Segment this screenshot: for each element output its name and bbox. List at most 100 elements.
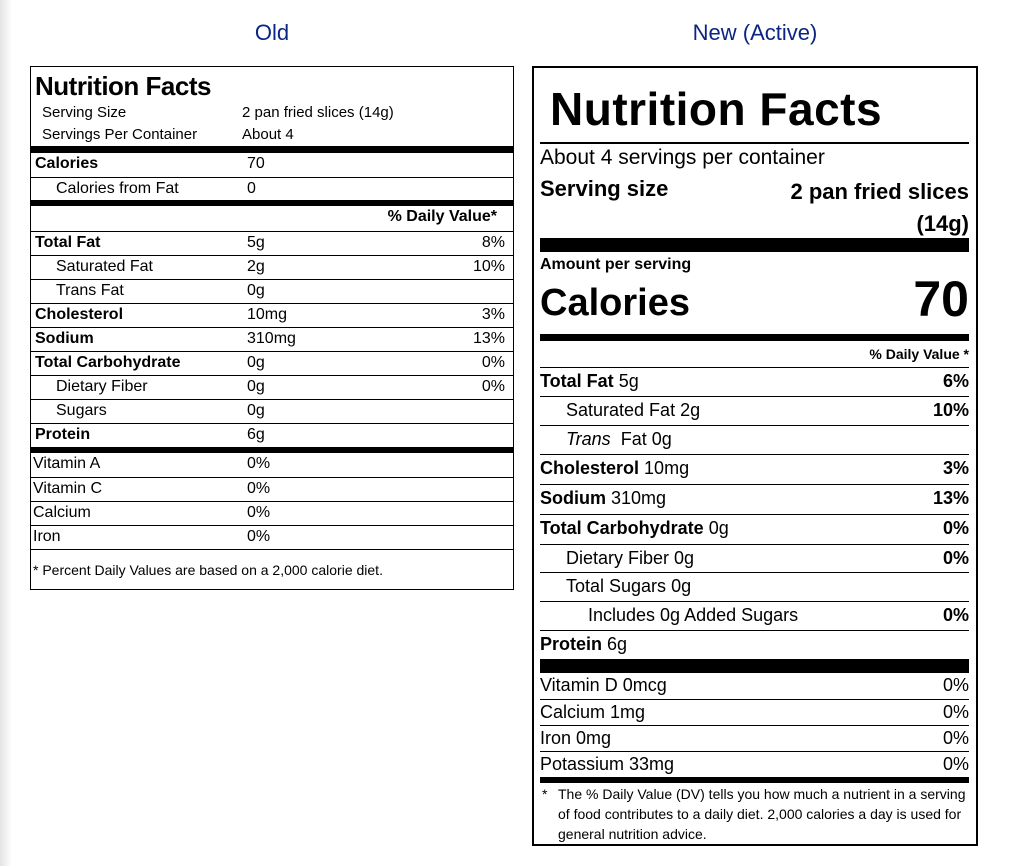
old-label-heading: Old xyxy=(254,20,290,45)
old-thick-rule xyxy=(31,447,513,453)
vitamin-value: 0% xyxy=(247,504,271,521)
footnote-text: The % Daily Value (DV) tells you how muc… xyxy=(558,786,966,842)
nutrient-amount: Fat 0g xyxy=(620,429,672,449)
nutrient-dv: 13% xyxy=(932,488,969,508)
left-edge-shadow xyxy=(0,0,12,866)
old-cal-fat-label: Calories from Fat xyxy=(56,180,179,197)
new-title: Nutrition Facts xyxy=(550,83,883,135)
nutrient-name-italic: Trans xyxy=(566,429,611,449)
new-servings: About 4 servings per container xyxy=(540,146,825,169)
table-row: Calcium 0% xyxy=(31,501,513,525)
nutrient-name-text: Dietary Fiber xyxy=(566,548,670,568)
old-footnote: * Percent Daily Values are based on a 2,… xyxy=(33,562,383,578)
new-label-heading: New (Active) xyxy=(692,20,818,45)
nutrient-dv: 0% xyxy=(942,518,969,538)
table-row: Sodium 310mg 13% xyxy=(540,484,969,514)
nutrient-name-bold: Cholesterol xyxy=(540,458,640,478)
vitamin-name: Iron xyxy=(33,528,61,545)
new-thick-bar xyxy=(540,238,969,252)
new-calories-label: Calories xyxy=(540,282,690,324)
nutrient-dv: 0% xyxy=(942,605,969,625)
new-serving-size-label: Serving size xyxy=(540,176,669,201)
table-row: Potassium 33mg 0% xyxy=(540,751,969,777)
nutrient-amount: 0g xyxy=(247,282,265,299)
vitamin-value: 0% xyxy=(942,702,969,722)
nutrient-dv: 3% xyxy=(942,458,969,478)
vitamin-value: 0% xyxy=(247,528,271,545)
table-row: Saturated Fat 2g 10% xyxy=(31,255,513,279)
table-row: Total Carbohydrate 0g 0% xyxy=(31,351,513,375)
nutrient-amount: 0g xyxy=(247,402,265,419)
nutrient-name-bold: Total Carbohydrate xyxy=(540,518,704,538)
table-row: Total Fat 5g 6% xyxy=(540,367,969,396)
table-row: Total Sugars 0g xyxy=(540,572,969,601)
nutrient-name: Total Carbohydrate xyxy=(35,354,181,371)
nutrient-dv: 10% xyxy=(932,400,969,420)
new-thick-bar xyxy=(540,659,969,673)
vitamin-name: Vitamin D 0mcg xyxy=(540,675,667,695)
nutrient-amount: 0g xyxy=(247,354,265,371)
table-row: Calcium 1mg 0% xyxy=(540,699,969,725)
nutrient-name: Protein 6g xyxy=(540,634,627,655)
nutrient-name: Protein xyxy=(35,426,91,443)
new-medium-bar xyxy=(540,334,969,341)
serving-size-value-line: 2 pan fried slices xyxy=(790,179,969,204)
nutrient-name: Total Fat 5g xyxy=(540,371,639,392)
nutrient-amount: 0g xyxy=(708,518,729,538)
vitamin-name: Calcium 1mg xyxy=(540,702,646,722)
nutrient-amount: 6g xyxy=(247,426,265,443)
nutrient-name: Total Fat xyxy=(35,234,101,251)
new-serving-size-value: 2 pan fried slices (14g) xyxy=(790,176,969,240)
table-row: Includes 0g Added Sugars 0% xyxy=(540,601,969,630)
nutrient-amount: 0g xyxy=(247,378,265,395)
table-row: Sodium 310mg 13% xyxy=(31,327,513,351)
nutrient-amount: 10mg xyxy=(247,306,288,323)
nutrient-name-text: Saturated Fat xyxy=(566,400,676,420)
nutrient-amount: 310mg xyxy=(247,330,296,347)
nutrient-amount: 0g xyxy=(674,548,695,568)
nutrient-dv: 13% xyxy=(472,330,505,347)
nutrient-amount: 310mg xyxy=(611,488,667,508)
nutrient-name: Dietary Fiber xyxy=(56,378,148,395)
vitamin-value: 0% xyxy=(942,675,969,695)
old-cal-fat-value: 0 xyxy=(247,180,256,197)
nutrient-dv: 3% xyxy=(481,306,505,323)
old-thick-rule xyxy=(31,200,513,206)
nutrient-dv: 10% xyxy=(472,258,505,275)
table-row: Saturated Fat 2g 10% xyxy=(540,396,969,425)
new-amount-per-serving: Amount per serving xyxy=(540,256,692,273)
nutrient-name-text: Total Sugars xyxy=(566,576,667,596)
table-row: Vitamin C 0% xyxy=(31,477,513,501)
vitamin-name: Vitamin C xyxy=(33,480,103,497)
nutrient-name: Sodium xyxy=(35,330,94,347)
vitamin-name: Calcium xyxy=(33,504,91,521)
old-thin-rule xyxy=(31,549,513,550)
nutrient-name: Saturated Fat 2g xyxy=(566,400,700,421)
vitamin-value: 0% xyxy=(942,728,969,748)
table-row: Total Carbohydrate 0g 0% xyxy=(540,514,969,544)
new-calories-value: 70 xyxy=(913,271,969,327)
vitamin-name: Iron 0mg xyxy=(540,728,612,748)
nutrient-dv: 6% xyxy=(942,371,969,391)
nutrient-name: Sodium 310mg xyxy=(540,488,666,509)
nutrient-amount: 2g xyxy=(247,258,265,275)
vitamin-value: 0% xyxy=(247,455,271,472)
nutrient-name: Total Sugars 0g xyxy=(566,576,691,597)
nutrient-amount: 5g xyxy=(247,234,265,251)
old-title: Nutrition Facts xyxy=(35,71,211,101)
table-row: Sugars 0g xyxy=(31,399,513,423)
old-serving-size-label: Serving Size xyxy=(42,104,127,121)
nutrient-dv: 0% xyxy=(942,548,969,568)
old-calories-row: Calories 70 xyxy=(31,153,513,177)
vitamin-value: 0% xyxy=(942,754,969,774)
table-row: Total Fat 5g 8% xyxy=(31,231,513,255)
serving-size-value-line: (14g) xyxy=(916,211,969,236)
nutrient-name: Total Carbohydrate 0g xyxy=(540,518,729,539)
nutrient-name-bold: Sodium xyxy=(540,488,606,508)
nutrient-dv: 8% xyxy=(481,234,505,251)
nutrient-name: Trans Fat 0g xyxy=(566,429,672,450)
new-rule xyxy=(540,142,969,144)
nutrient-amount: 0g xyxy=(671,576,692,596)
old-dv-header: % Daily Value* xyxy=(387,208,497,225)
nutrient-amount: 10mg xyxy=(644,458,690,478)
